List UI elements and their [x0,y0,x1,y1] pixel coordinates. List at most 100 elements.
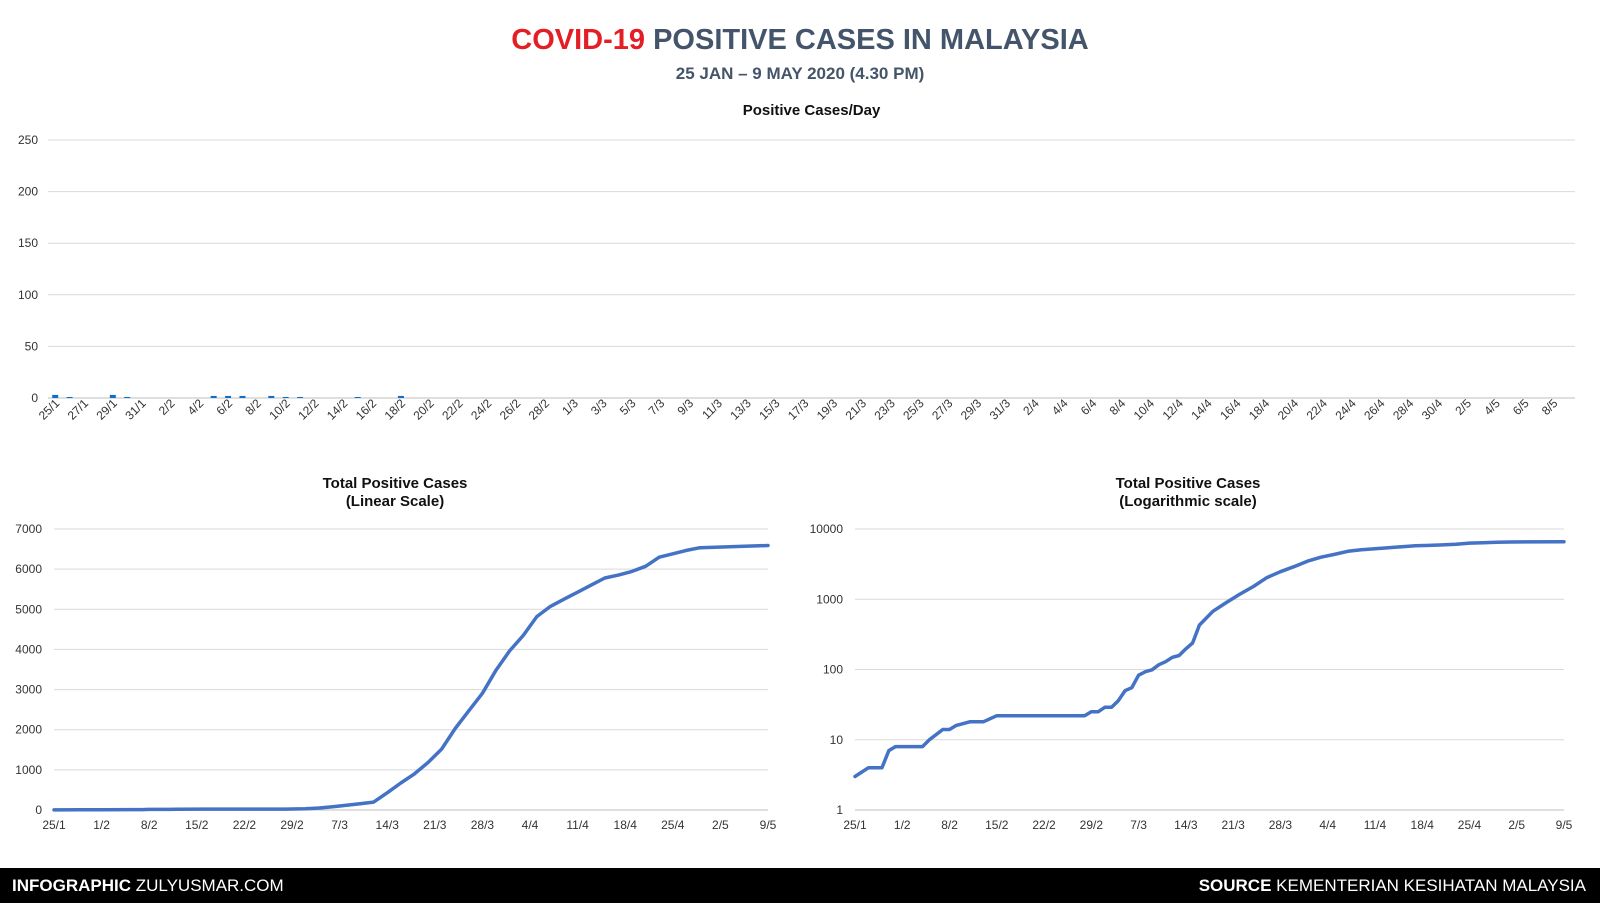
daily-x-tick-label: 13/3 [727,396,754,423]
footer-source: SOURCE KEMENTERIAN KESIHATAN MALAYSIA [1199,876,1586,896]
daily-x-tick-label: 5/3 [617,396,639,418]
linear-x-tick-label: 4/4 [522,818,539,832]
daily-x-tick-label: 29/1 [94,396,121,423]
daily-x-tick-label: 27/3 [929,396,956,423]
daily-x-tick-label: 12/4 [1160,396,1187,423]
daily-x-tick-label: 6/4 [1078,396,1100,418]
daily-x-tick-label: 12/2 [295,396,322,423]
linear-x-tick-label: 2/5 [712,818,729,832]
linear-x-tick-label: 28/3 [471,818,495,832]
daily-x-tick-label: 11/3 [699,396,725,422]
daily-x-tick-label: 15/3 [756,396,783,423]
linear-y-tick-label: 7000 [15,522,42,536]
linear-x-tick-label: 29/2 [280,818,304,832]
linear-y-tick-label: 1000 [15,763,42,777]
linear-x-tick-label: 9/5 [760,818,777,832]
daily-x-tick-label: 6/5 [1510,396,1532,418]
log-y-tick-label: 1000 [816,592,843,606]
linear-x-tick-label: 18/4 [614,818,638,832]
daily-x-tick-label: 2/5 [1452,396,1474,418]
daily-x-tick-label: 20/2 [410,396,437,423]
daily-x-tick-label: 18/2 [382,396,409,423]
footer-credit: INFOGRAPHIC ZULYUSMAR.COM [12,876,284,896]
daily-x-tick-label: 4/5 [1481,396,1503,418]
footer-credit-label: INFOGRAPHIC [12,876,131,895]
footer-bar: INFOGRAPHIC ZULYUSMAR.COM SOURCE KEMENTE… [0,868,1600,903]
daily-x-tick-label: 1/3 [559,396,581,418]
daily-x-tick-label: 26/2 [497,396,524,423]
footer-source-label: SOURCE [1198,876,1272,895]
daily-bar [210,395,217,398]
daily-bar [397,395,404,398]
daily-y-tick-label: 150 [18,236,38,250]
daily-x-tick-label: 7/3 [646,396,668,418]
daily-bar [282,396,289,398]
daily-x-tick-label: 22/4 [1304,396,1331,423]
daily-x-tick-label: 28/2 [526,396,553,423]
daily-x-tick-label: 24/2 [468,396,495,423]
daily-x-tick-label: 16/4 [1217,396,1244,423]
page-subtitle: 25 JAN – 9 MAY 2020 (4.30 PM) [675,64,925,83]
log-series-line [853,539,1566,779]
linear-x-tick-label: 14/3 [376,818,400,832]
linear-y-tick-label: 0 [35,803,42,817]
daily-y-tick-label: 0 [31,391,38,405]
daily-x-tick-label: 14/4 [1188,396,1215,423]
log-x-tick-label: 1/2 [894,818,911,832]
daily-bar [268,395,275,398]
linear-x-tick-label: 1/2 [93,818,110,832]
linear-y-tick-label: 3000 [15,683,42,697]
daily-x-tick-label: 8/5 [1539,396,1561,418]
log-x-tick-label: 2/5 [1508,818,1525,832]
daily-x-tick-label: 2/2 [156,396,178,418]
log-x-tick-label: 9/5 [1556,818,1573,832]
linear-chart-subtitle: (Linear Scale) [346,493,444,510]
log-chart-subtitle: (Logarithmic scale) [1119,493,1257,510]
daily-y-tick-label: 100 [18,288,38,302]
log-y-tick-label: 10000 [810,522,844,536]
daily-x-tick-label: 31/3 [987,396,1014,423]
log-y-tick-label: 10 [830,733,844,747]
daily-bar [52,394,59,398]
daily-x-tick-label: 14/2 [324,396,351,423]
total-cases-linear-chart: Total Positive Cases(Linear Scale) 0 1000 2… [15,475,776,832]
title-highlight: COVID-19 [511,24,646,56]
daily-bar [124,396,131,398]
log-chart-title: Total Positive Cases [1116,475,1261,492]
total-cases-log-chart: Total Positive Cases(Logarithmic scale) 1… [810,475,1573,832]
log-x-tick-label: 25/1 [843,818,867,832]
footer-credit-text: ZULYUSMAR.COM [131,876,284,895]
linear-x-tick-label: 7/3 [331,818,348,832]
daily-bar [66,396,73,398]
log-y-tick-label: 100 [823,663,843,677]
daily-x-tick-label: 17/3 [785,396,812,423]
log-x-tick-label: 14/3 [1174,818,1198,832]
daily-x-tick-label: 19/3 [814,396,841,423]
daily-x-tick-label: 30/4 [1419,396,1446,423]
daily-x-tick-label: 8/2 [242,396,264,418]
linear-x-tick-label: 25/1 [42,818,66,832]
daily-x-tick-label: 27/1 [65,396,92,423]
daily-x-tick-label: 10/4 [1131,396,1158,423]
daily-bar [297,396,304,398]
daily-x-tick-label: 4/2 [185,396,207,418]
log-x-tick-label: 22/2 [1032,818,1056,832]
linear-y-tick-label: 4000 [15,642,42,656]
log-x-tick-label: 28/3 [1269,818,1293,832]
daily-y-tick-label: 200 [18,185,38,199]
daily-x-tick-label: 25/1 [36,396,63,423]
page-title: COVID-19 POSITIVE CASES IN MALAYSIA [0,24,1600,57]
log-x-tick-label: 7/3 [1130,818,1147,832]
daily-x-tick-label: 24/4 [1332,396,1359,423]
daily-x-tick-label: 18/4 [1246,396,1273,423]
log-x-tick-label: 21/3 [1221,818,1245,832]
daily-x-tick-label: 29/3 [958,396,985,423]
daily-x-tick-label: 28/4 [1390,396,1417,423]
linear-x-tick-label: 25/4 [661,818,685,832]
daily-x-tick-label: 26/4 [1361,396,1388,423]
daily-x-tick-label: 2/4 [1020,396,1042,418]
daily-x-tick-label: 10/2 [266,396,293,423]
linear-chart-title: Total Positive Cases [323,475,468,492]
daily-x-tick-label: 8/4 [1107,396,1129,418]
